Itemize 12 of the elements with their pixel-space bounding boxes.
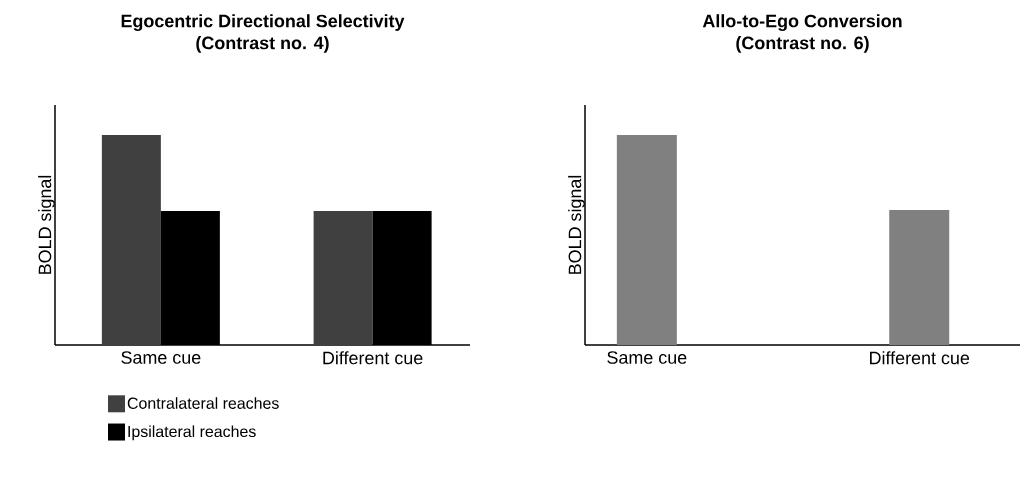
- y-axis-title: BOLD signal: [38, 175, 55, 274]
- chart-subtitle: (Contrast no. 4): [196, 36, 329, 53]
- legend-label: Ipsilateral reaches: [128, 425, 256, 441]
- chart-title: Allo-to-Ego Conversion: [702, 14, 902, 31]
- legend-label: Contralateral reaches: [127, 397, 279, 409]
- x-tick-label: Different cue: [870, 351, 970, 365]
- x-tick-label: Same cue: [121, 351, 201, 364]
- x-tick-label: Different cue: [323, 351, 423, 365]
- y-axis-title: BOLD signal: [568, 175, 585, 274]
- x-tick-label: Same cue: [607, 351, 687, 364]
- chart-title: Egocentric Directional Selectivity: [121, 14, 405, 31]
- chart-subtitle: (Contrast no. 6): [736, 36, 869, 53]
